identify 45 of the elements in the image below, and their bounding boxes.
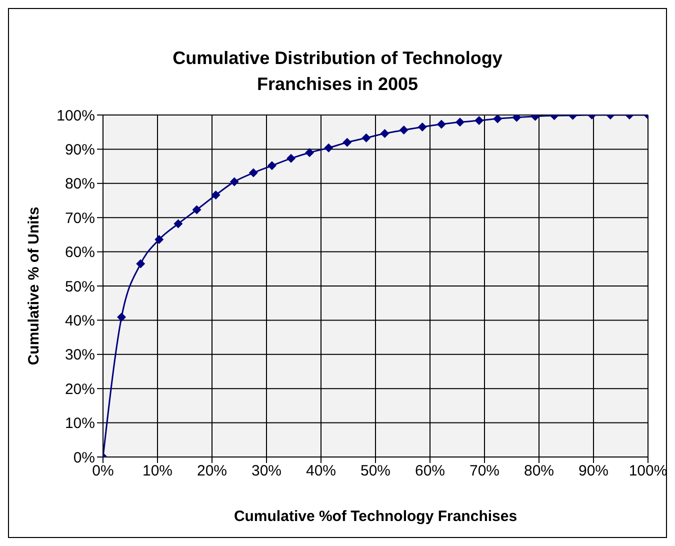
x-tick-label: 10% [142, 462, 173, 480]
x-tick-label: 50% [360, 462, 391, 480]
y-tick-label: 20% [64, 380, 95, 398]
x-tick-label: 60% [414, 462, 446, 480]
y-axis-title: Cumulative % of Units [25, 206, 42, 366]
point [267, 161, 276, 170]
y-tick-label: 50% [64, 278, 95, 296]
point [380, 128, 390, 138]
y-tick-label: 40% [64, 312, 95, 330]
y-tick-label: 90% [64, 142, 95, 159]
point [436, 120, 446, 129]
point [399, 126, 408, 135]
point [248, 168, 258, 178]
point [154, 234, 164, 244]
point [474, 116, 484, 125]
y-tick-label: 0% [73, 449, 95, 466]
x-axis-title: Cumulative %of Technology Franchises [234, 508, 518, 525]
x-tick-label: 80% [524, 462, 554, 480]
y-tick-label: 100% [56, 107, 95, 124]
x-tick-label: 0% [92, 462, 114, 480]
point [455, 118, 464, 127]
point [174, 219, 183, 228]
x-tick-label: 40% [306, 462, 336, 480]
chart-title: Cumulative Distribution of Technology Franchises in 2005 [172, 47, 504, 96]
x-tick-label: 20% [196, 462, 228, 480]
point [192, 205, 202, 214]
point [342, 138, 352, 147]
y-tick-label: 30% [64, 346, 95, 364]
point [305, 148, 314, 158]
point [286, 154, 296, 163]
x-tick-label: 30% [251, 462, 282, 480]
point [493, 115, 502, 124]
point [136, 259, 146, 268]
point [230, 177, 239, 186]
y-tick-label: 60% [64, 244, 95, 262]
x-tick-label: 70% [469, 462, 500, 480]
point [418, 122, 427, 132]
point [117, 312, 126, 322]
x-tick-label: 90% [578, 462, 609, 480]
point [211, 190, 220, 200]
y-tick-label: 70% [64, 210, 95, 227]
point [362, 133, 371, 142]
y-tick-label: 10% [64, 415, 95, 432]
point [324, 143, 334, 152]
y-tick-label: 80% [64, 176, 95, 193]
